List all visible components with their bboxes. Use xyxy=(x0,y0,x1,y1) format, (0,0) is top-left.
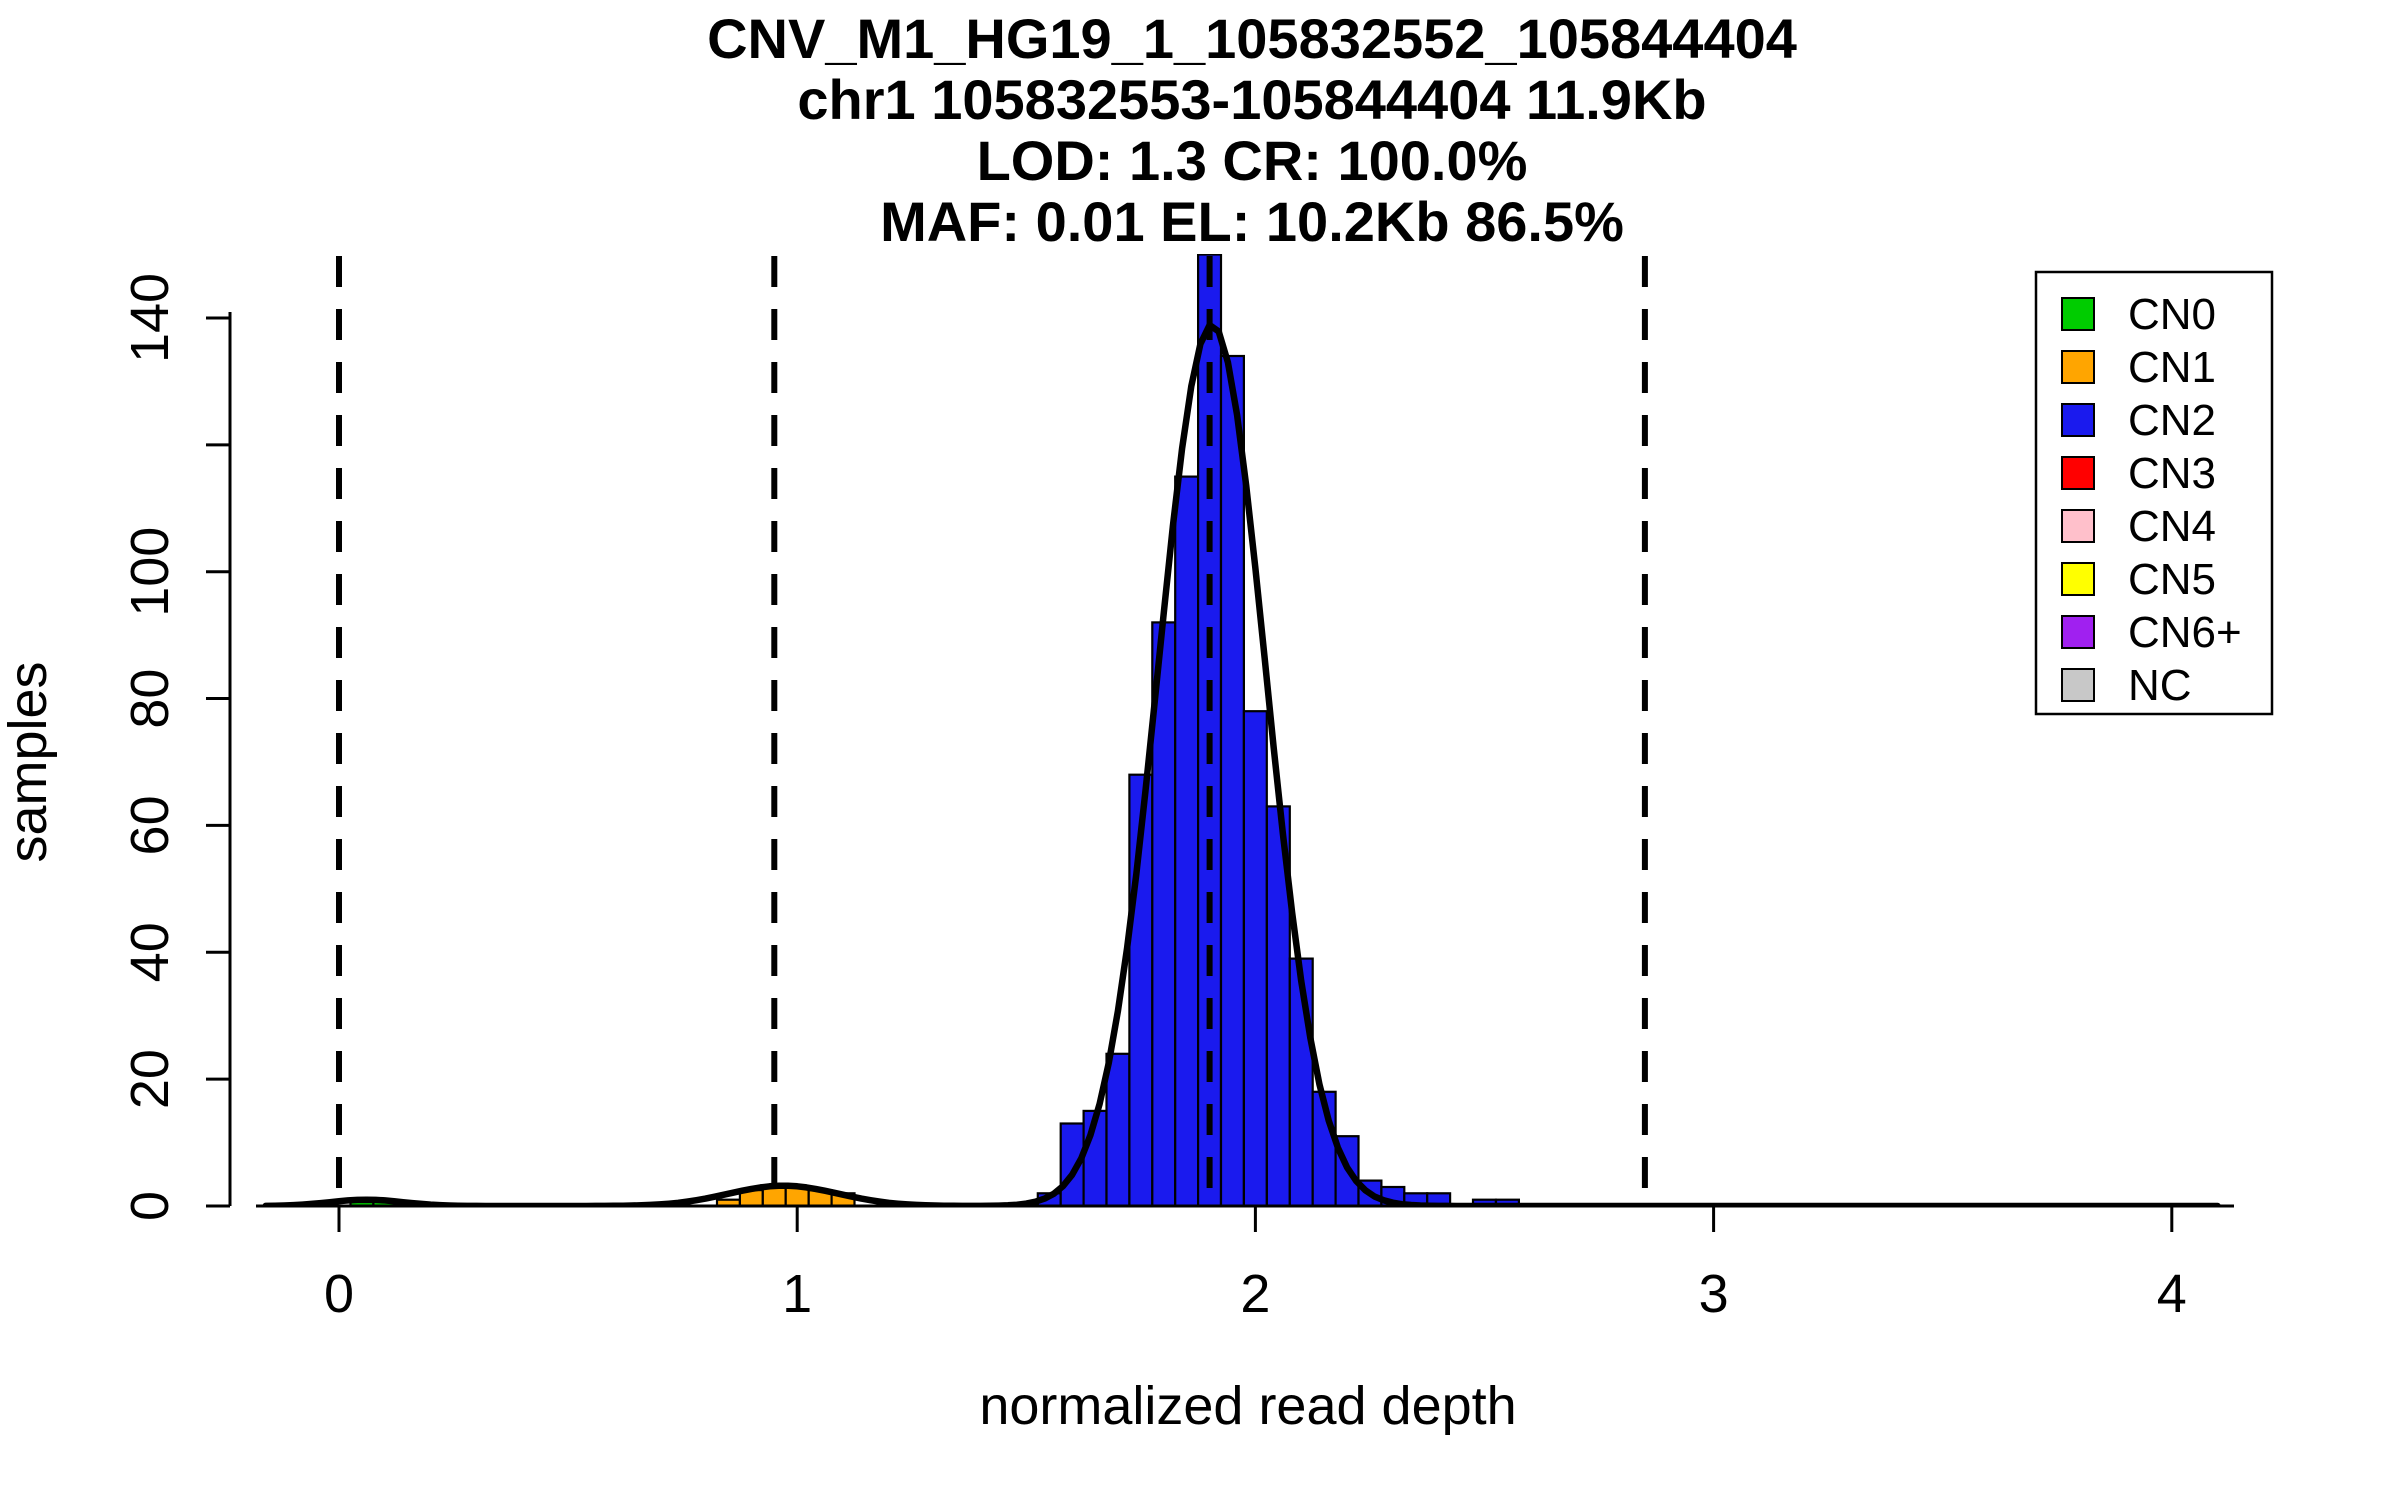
y-axis-tick-label: 80 xyxy=(120,669,180,729)
legend-label-cn4: CN4 xyxy=(2128,502,2216,551)
x-axis-tick-label: 1 xyxy=(782,1264,812,1324)
cn2-histogram-bar xyxy=(1242,710,1268,1206)
x-axis-tick-label: 3 xyxy=(1699,1264,1729,1324)
legend-swatch-cn3 xyxy=(2061,456,2095,490)
legend-label-cn0: CN0 xyxy=(2128,290,2216,339)
cn2-histogram-bar xyxy=(1174,475,1200,1206)
legend-label-cn2: CN2 xyxy=(2128,396,2216,445)
legend-swatch-cn1 xyxy=(2061,350,2095,384)
histogram-bars-layer xyxy=(349,254,1520,1206)
y-axis-tick-label: 100 xyxy=(120,527,180,617)
legend-label-cn1: CN1 xyxy=(2128,343,2216,392)
legend-swatch-cn2 xyxy=(2061,403,2095,437)
cn2-histogram-bar xyxy=(1219,354,1245,1206)
legend-swatch-cn4 xyxy=(2061,509,2095,543)
x-axis-label: normalized read depth xyxy=(979,1376,1516,1436)
x-axis-tick-label: 4 xyxy=(2157,1264,2187,1324)
y-axis-tick-label: 20 xyxy=(120,1049,180,1109)
title-line-1: CNV_M1_HG19_1_105832552_105844404 xyxy=(707,7,1797,70)
legend-swatch-cn5 xyxy=(2061,562,2095,596)
y-axis-label: samples xyxy=(0,661,58,862)
title-line-2: chr1 105832553-105844404 11.9Kb xyxy=(797,68,1706,131)
y-axis-tick-label: 40 xyxy=(120,922,180,982)
x-axis-tick-label: 2 xyxy=(1240,1264,1270,1324)
legend-label-cn5: CN5 xyxy=(2128,555,2216,604)
title-line-3: LOD: 1.3 CR: 100.0% xyxy=(977,129,1528,192)
legend-label-cn3: CN3 xyxy=(2128,449,2216,498)
copy-number-guides-layer xyxy=(336,256,1648,1206)
legend-swatch-cn0 xyxy=(2061,297,2095,331)
x-axis-tick-label: 0 xyxy=(324,1264,354,1324)
legend-swatch-cn6plus xyxy=(2061,615,2095,649)
y-axis-tick-label: 0 xyxy=(120,1191,180,1221)
legend-label-nc: NC xyxy=(2128,661,2192,710)
chart-titles: CNV_M1_HG19_1_105832552_105844404 chr1 1… xyxy=(707,7,1797,253)
y-axis-tick-label: 140 xyxy=(120,273,180,363)
legend-swatch-nc xyxy=(2061,668,2095,702)
title-line-4: MAF: 0.01 EL: 10.2Kb 86.5% xyxy=(880,190,1624,253)
y-axis-tick-label: 60 xyxy=(120,795,180,855)
cn2-histogram-bar xyxy=(1105,1052,1131,1206)
legend-label-cn6plus: CN6+ xyxy=(2128,608,2242,657)
